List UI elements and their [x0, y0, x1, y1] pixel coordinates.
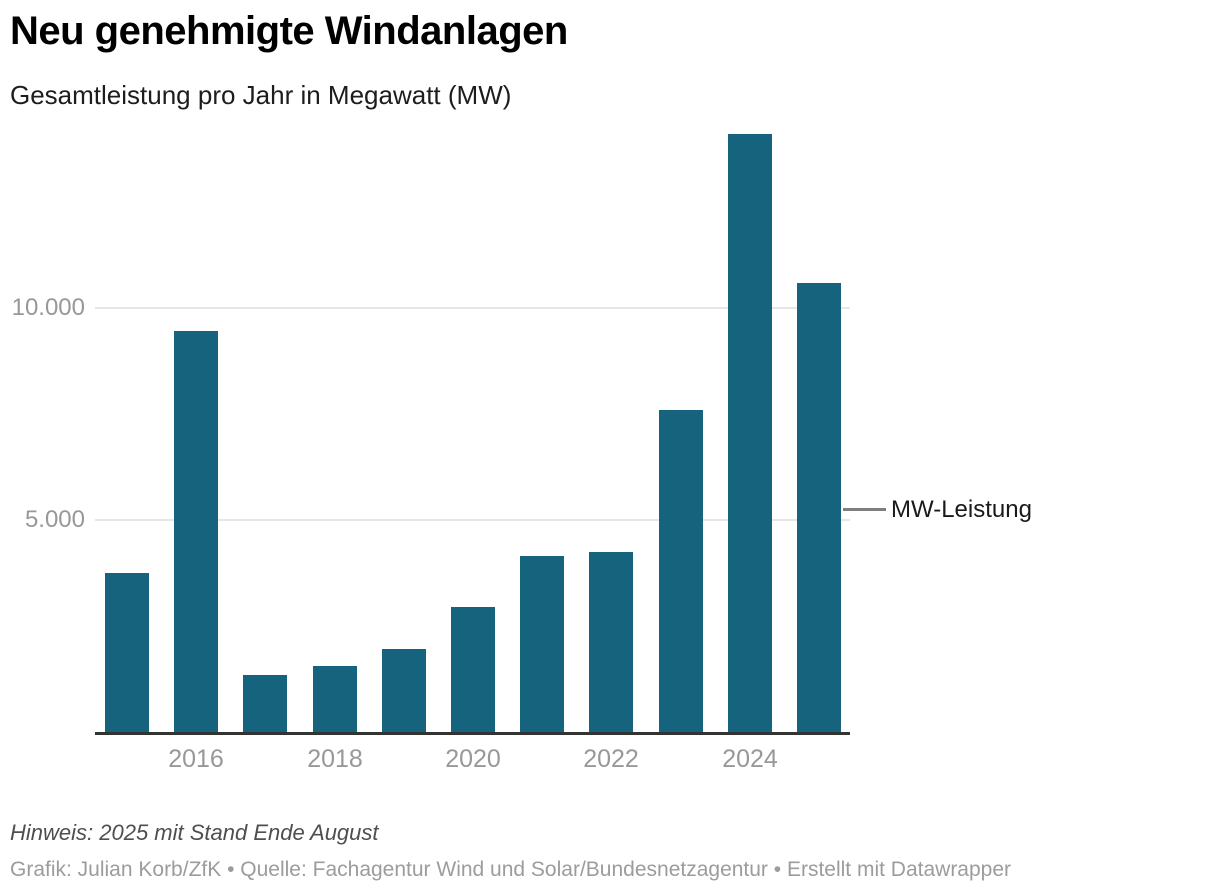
bar-2018 [313, 666, 357, 732]
y-gridline [95, 519, 850, 521]
chart-note: Hinweis: 2025 mit Stand Ende August [10, 820, 379, 845]
annotation-label: MW-Leistung [891, 496, 1032, 523]
x-axis-line [95, 732, 850, 735]
x-tick-label: 2020 [445, 745, 501, 773]
bar-2022 [589, 552, 633, 732]
bar-2024 [728, 134, 772, 732]
plot-area: 5.000 10.000 2016 2018 2020 2022 2024 [12, 130, 850, 773]
chart-title: Neu genehmigte Windanlagen [10, 9, 568, 53]
bar-2020 [451, 607, 495, 732]
chart-subtitle: Gesamtleistung pro Jahr in Megawatt (MW) [10, 80, 512, 110]
chart-credits: Grafik: Julian Korb/ZfK • Quelle: Fachag… [10, 858, 1012, 881]
y-tick-label: 5.000 [24, 506, 85, 533]
y-gridline [95, 307, 850, 309]
y-tick-label: 10.000 [11, 294, 85, 321]
x-tick-label: 2018 [307, 745, 363, 773]
x-tick-label: 2024 [722, 745, 778, 773]
bar-2023 [659, 410, 703, 732]
x-tick-label: 2022 [583, 745, 639, 773]
bar-2025 [797, 283, 841, 732]
bar-2017 [243, 675, 287, 732]
bar-2016 [174, 331, 218, 732]
bar-2015 [105, 573, 149, 732]
bar-2021 [520, 556, 564, 732]
annotation-connector-line [843, 508, 886, 511]
x-tick-label: 2016 [168, 745, 224, 773]
bar-2019 [382, 649, 426, 732]
